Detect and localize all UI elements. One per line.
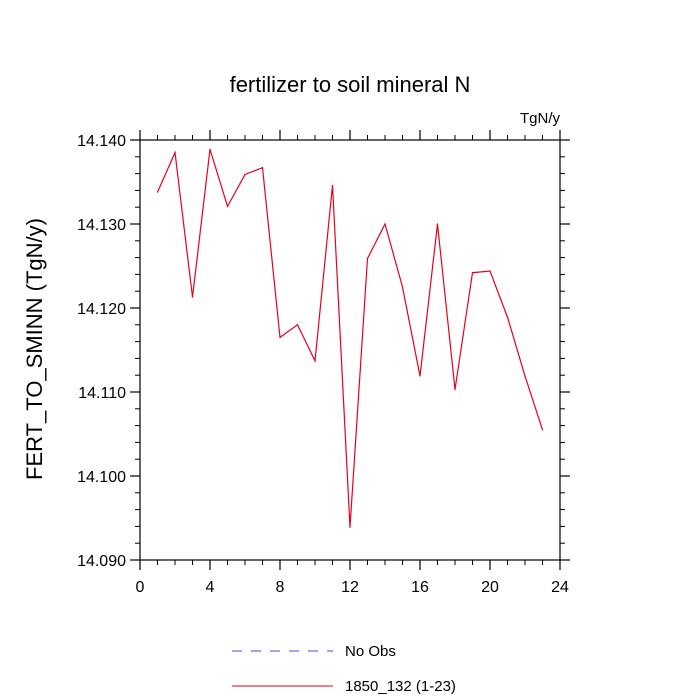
y-tick-label: 14.130 <box>77 217 126 234</box>
data-point <box>314 360 316 362</box>
data-point <box>191 296 194 298</box>
data-point <box>489 270 491 272</box>
data-point <box>454 388 456 391</box>
data-point <box>174 152 176 154</box>
x-tick-label: 4 <box>206 579 215 596</box>
x-axis-ticks: 0 4 8 12 16 20 24 <box>136 130 569 596</box>
data-point <box>279 336 281 338</box>
legend-label: 1850_132 (1-23) <box>345 678 456 695</box>
x-tick-label: 16 <box>411 579 429 596</box>
x-tick-label: 0 <box>136 579 145 596</box>
data-point <box>331 184 334 186</box>
data-point <box>261 167 264 169</box>
data-point <box>471 272 474 274</box>
legend: No Obs 1850_132 (1-23) <box>232 643 456 695</box>
y-tick-label: 14.110 <box>78 385 126 402</box>
data-point <box>506 316 509 318</box>
data-point <box>524 375 526 377</box>
y-tick-label: 14.090 <box>77 553 126 570</box>
data-point <box>296 324 299 326</box>
data-point <box>541 429 544 431</box>
data-point <box>226 205 229 207</box>
series-layer <box>156 148 544 528</box>
x-tick-label: 24 <box>551 579 569 596</box>
data-point <box>366 257 369 260</box>
y-tick-label: 14.100 <box>77 469 126 486</box>
x-tick-label: 12 <box>341 579 359 596</box>
data-point <box>244 173 246 176</box>
data-point <box>384 223 386 225</box>
x-tick-label: 8 <box>276 579 285 596</box>
data-point <box>156 191 159 193</box>
units-label: TgN/y <box>520 110 561 127</box>
chart-title: fertilizer to soil mineral N <box>230 72 471 97</box>
x-tick-label: 20 <box>481 579 499 596</box>
data-point <box>419 375 421 377</box>
data-point <box>436 223 439 225</box>
data-point <box>401 286 404 288</box>
data-point <box>349 526 351 528</box>
y-axis-label: FERT_TO_SMINN (TgN/y) <box>22 218 47 480</box>
y-axis-ticks: 14.090 14.100 14.110 14.120 14.130 14.140 <box>77 133 570 570</box>
data-point <box>209 148 211 150</box>
y-tick-label: 14.140 <box>77 133 126 150</box>
legend-label: No Obs <box>345 643 396 660</box>
y-tick-label: 14.120 <box>77 301 126 318</box>
